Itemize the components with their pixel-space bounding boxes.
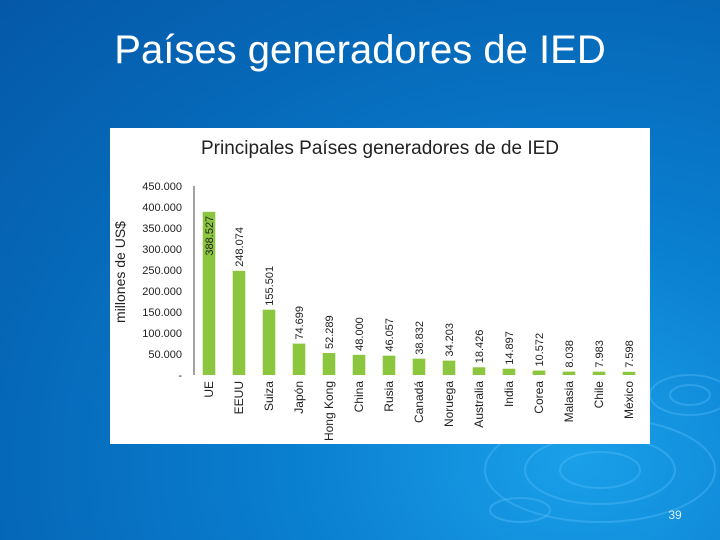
category-label: Malasia bbox=[562, 381, 576, 423]
bar bbox=[472, 367, 486, 375]
y-tick-label: 100.000 bbox=[142, 328, 182, 340]
bar bbox=[262, 309, 276, 375]
category-label: Australia bbox=[472, 381, 486, 428]
category-label: China bbox=[352, 381, 366, 413]
y-tick-label: 450.000 bbox=[142, 181, 182, 193]
bar bbox=[502, 368, 516, 375]
bar bbox=[532, 370, 546, 375]
category-label: Chile bbox=[592, 381, 606, 409]
bar-value-label: 48.000 bbox=[354, 317, 366, 351]
category-label: Rusia bbox=[382, 381, 396, 412]
category-label: India bbox=[502, 381, 516, 407]
y-tick-label: 200.000 bbox=[142, 286, 182, 298]
bar-value-label: 7.983 bbox=[594, 340, 606, 368]
category-label: Suiza bbox=[262, 381, 276, 411]
category-label: Corea bbox=[532, 381, 546, 414]
category-label: Japón bbox=[292, 381, 306, 414]
chart-panel: Principales Países generadores de de IED… bbox=[110, 128, 650, 444]
bar-value-label: 38.832 bbox=[414, 321, 426, 355]
category-label: México bbox=[622, 381, 636, 419]
bar bbox=[352, 354, 366, 375]
bar bbox=[382, 355, 396, 375]
bar bbox=[442, 360, 456, 375]
category-label: Canadá bbox=[412, 381, 426, 423]
bar-value-label: 8.038 bbox=[564, 340, 576, 368]
bar bbox=[232, 270, 246, 375]
bar bbox=[292, 343, 306, 375]
y-tick-label: - bbox=[178, 370, 182, 382]
bar bbox=[562, 371, 576, 375]
bar-value-label: 34.203 bbox=[444, 323, 456, 357]
y-tick-label: 300.000 bbox=[142, 244, 182, 256]
bar-value-label: 155.501 bbox=[264, 266, 276, 306]
bar-value-label: 46.057 bbox=[384, 318, 396, 352]
bar-value-label: 248.074 bbox=[234, 227, 246, 267]
bar bbox=[592, 371, 606, 375]
bar-value-label: 52.289 bbox=[324, 315, 336, 349]
y-tick-label: 50.000 bbox=[148, 349, 182, 361]
bar-value-label: 18.426 bbox=[474, 330, 486, 364]
category-label: UE bbox=[202, 381, 216, 398]
y-tick-label: 250.000 bbox=[142, 265, 182, 277]
bar bbox=[322, 353, 336, 375]
bar-value-label: 14.897 bbox=[504, 331, 516, 365]
bar bbox=[202, 211, 216, 375]
slide-title: Países generadores de IED bbox=[114, 28, 606, 72]
y-tick-label: 350.000 bbox=[142, 223, 182, 235]
bar-value-label: 388.527 bbox=[204, 216, 216, 256]
bar-value-label: 74.699 bbox=[294, 306, 306, 340]
category-label: EEUU bbox=[232, 381, 246, 414]
category-label: Hong Kong bbox=[322, 381, 336, 441]
bar-value-label: 7.598 bbox=[624, 340, 636, 368]
page-number: 39 bbox=[668, 508, 682, 522]
y-tick-label: 150.000 bbox=[142, 307, 182, 319]
y-axis-label: millones de US$ bbox=[112, 221, 128, 323]
category-label: Noruega bbox=[442, 381, 456, 427]
y-tick-label: 400.000 bbox=[142, 202, 182, 214]
chart-title: Principales Países generadores de de IED bbox=[201, 138, 559, 159]
bar-chart: Principales Países generadores de de IED… bbox=[112, 138, 636, 441]
bar-value-label: 10.572 bbox=[534, 333, 546, 367]
bar bbox=[622, 371, 636, 375]
bar bbox=[412, 358, 426, 375]
